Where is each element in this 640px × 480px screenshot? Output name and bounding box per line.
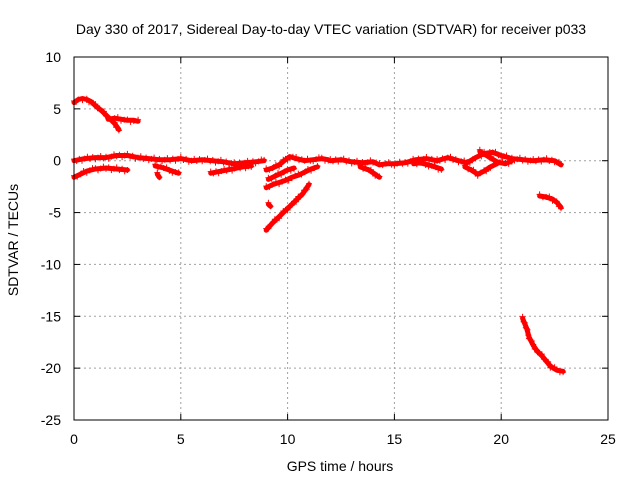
series-arc-22-late	[536, 191, 564, 212]
series-arc-low-a	[71, 163, 131, 180]
x-tick-label: 0	[70, 431, 78, 447]
grid-lines	[74, 57, 608, 420]
series-markers	[410, 158, 445, 173]
series-arc-9-mid	[263, 163, 321, 191]
series-markers	[71, 95, 122, 134]
x-tick-label: 20	[493, 431, 509, 447]
y-tick-label: 5	[53, 101, 61, 117]
series-arc-main-zero	[71, 150, 268, 168]
series-markers	[434, 148, 564, 168]
y-tick-label: -25	[41, 412, 61, 428]
series-arc-low-b	[152, 161, 182, 176]
series-markers	[152, 161, 182, 176]
y-tick-label: -15	[41, 308, 61, 324]
series-arc-early-high	[71, 95, 122, 134]
chart-title: Day 330 of 2017, Sidereal Day-to-day VTE…	[76, 21, 586, 37]
series-arc-low-c	[207, 163, 255, 177]
series-band	[520, 315, 566, 374]
y-tick-label: -5	[49, 205, 62, 221]
series-arc-flat-4	[105, 114, 142, 125]
series-markers	[461, 159, 500, 179]
series-arc-midday	[327, 154, 441, 169]
series-arc-8	[154, 169, 163, 181]
series-markers	[263, 163, 321, 190]
x-tick-label: 15	[387, 431, 403, 447]
series-arc-9-upper	[263, 153, 332, 173]
plot-frame	[73, 56, 609, 421]
series-arc-9-steep	[263, 180, 312, 233]
series-arc-afternoon-mid	[476, 146, 515, 167]
series-arc-midday-low	[357, 162, 383, 180]
y-tick-label: 10	[45, 49, 61, 65]
series-markers	[476, 146, 515, 167]
series-markers	[265, 199, 274, 210]
series-markers	[105, 114, 142, 125]
series-markers	[536, 191, 564, 212]
series-markers	[154, 169, 163, 181]
x-tick-label: 10	[280, 431, 296, 447]
y-axis-label: SDTVAR / TECUs	[5, 184, 21, 296]
data-series	[71, 95, 567, 376]
y-tick-label: 0	[53, 153, 61, 169]
series-markers	[265, 165, 297, 182]
series-markers	[357, 162, 383, 180]
y-tick-label: -20	[41, 360, 61, 376]
series-markers	[263, 153, 332, 173]
series-markers	[263, 180, 312, 232]
series-arc-9-point	[265, 199, 274, 210]
series-markers	[327, 154, 441, 169]
series-arc-afternoon	[434, 148, 564, 168]
series-markers	[519, 313, 567, 376]
series-arc-afternoon-low	[461, 159, 500, 179]
x-tick-label: 25	[600, 431, 616, 447]
series-markers	[207, 163, 255, 177]
x-tick-label: 5	[177, 431, 185, 447]
x-axis-label: GPS time / hours	[287, 458, 394, 474]
series-arc-21-drop	[519, 313, 567, 376]
series-arc-16	[410, 158, 445, 173]
series-arc-9-mid2	[265, 165, 297, 182]
y-tick-label: -10	[41, 256, 61, 272]
series-band	[71, 96, 122, 133]
